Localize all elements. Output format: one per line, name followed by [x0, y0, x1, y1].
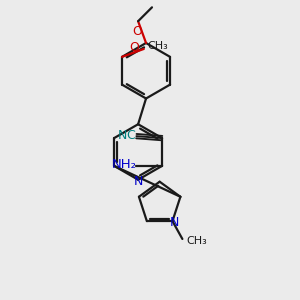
Text: NH₂: NH₂	[112, 158, 137, 171]
Text: N: N	[117, 129, 127, 142]
Text: O: O	[129, 41, 139, 55]
Text: C: C	[126, 129, 135, 142]
Text: CH₃: CH₃	[186, 236, 207, 246]
Text: CH₃: CH₃	[147, 41, 168, 51]
Text: N: N	[134, 175, 143, 188]
Text: O: O	[132, 25, 142, 38]
Text: N: N	[170, 216, 179, 229]
